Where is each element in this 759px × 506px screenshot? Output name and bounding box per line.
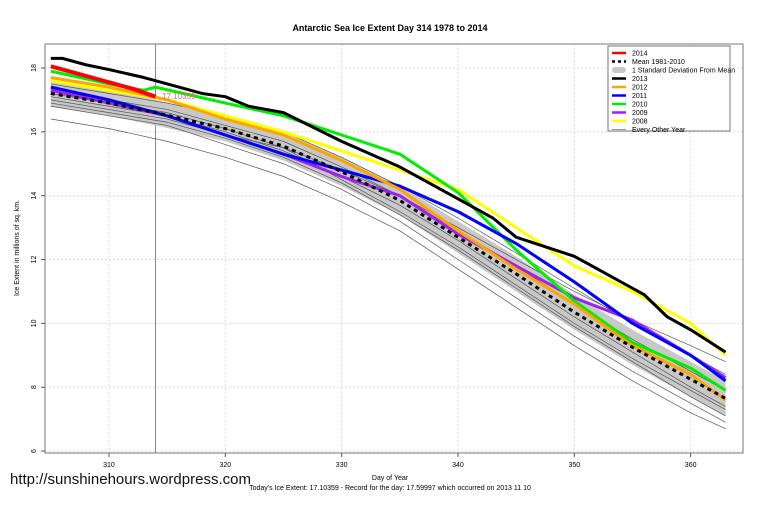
chart-title: Antarctic Sea Ice Extent Day 314 1978 to… [292,23,487,33]
y-tick-label: 10 [31,319,38,327]
series-lines [50,56,727,402]
y-axis-label: Ice Extent in millions of sq. km. [14,200,21,296]
other-year-line [50,118,726,430]
current-value-label: 17.10359 [162,92,196,101]
y-axis: 6 8 10 12 14 16 18 [31,64,45,453]
y-tick-label: 8 [31,385,38,389]
x-tick-label: 330 [336,462,348,469]
legend-label-mean-1981-2010: Mean 1981-2010 [632,59,685,66]
y-tick-label: 18 [31,64,38,72]
series-line-2013 [50,56,727,354]
x-tick-label: 360 [685,462,697,469]
legend-label-2010: 2010 [632,102,648,109]
x-axis: 310 320 330 340 350 360 [103,453,697,469]
x-tick-label: 320 [219,462,231,469]
x-tick-label: 350 [568,462,580,469]
plot-frame [44,43,744,454]
legend-label-2012: 2012 [632,85,648,92]
other-year-line [50,99,726,363]
legend-label-2013: 2013 [632,76,648,83]
other-year-line [50,93,726,410]
x-tick-label: 310 [103,462,115,469]
series-line-2014 [50,64,157,99]
legend-swatch-1-standard-deviation-from-mean [612,67,626,73]
series-line-mean-1981-2010 [50,92,727,400]
y-tick-label: 12 [31,256,38,264]
legend-label-2011: 2011 [632,93,647,100]
legend-box [607,45,731,132]
other-year-line [50,102,726,417]
legend-label-2014: 2014 [632,51,648,58]
series-line-2011 [50,85,727,383]
watermark-url: http://sunshinehours.wordpress.com [10,471,251,488]
x-tick-label: 340 [452,462,464,469]
x-axis-label: Day of Year [372,475,409,482]
legend-label-2009: 2009 [632,110,648,117]
series-line-2010 [50,69,727,392]
legend-label-every-other-year: Every Other Year [632,127,686,134]
chart-subtitle: Today's Ice Extent: 17.10359 - Record fo… [249,485,531,492]
other-years-lines [50,83,726,430]
legend-label-1-standard-deviation-from-mean: 1 Standard Deviation From Mean [632,68,735,75]
legend-label-2008: 2008 [632,119,648,126]
y-tick-label: 6 [31,449,38,453]
y-tick-label: 16 [31,128,38,136]
y-tick-label: 14 [31,192,38,200]
other-year-line [50,105,726,423]
